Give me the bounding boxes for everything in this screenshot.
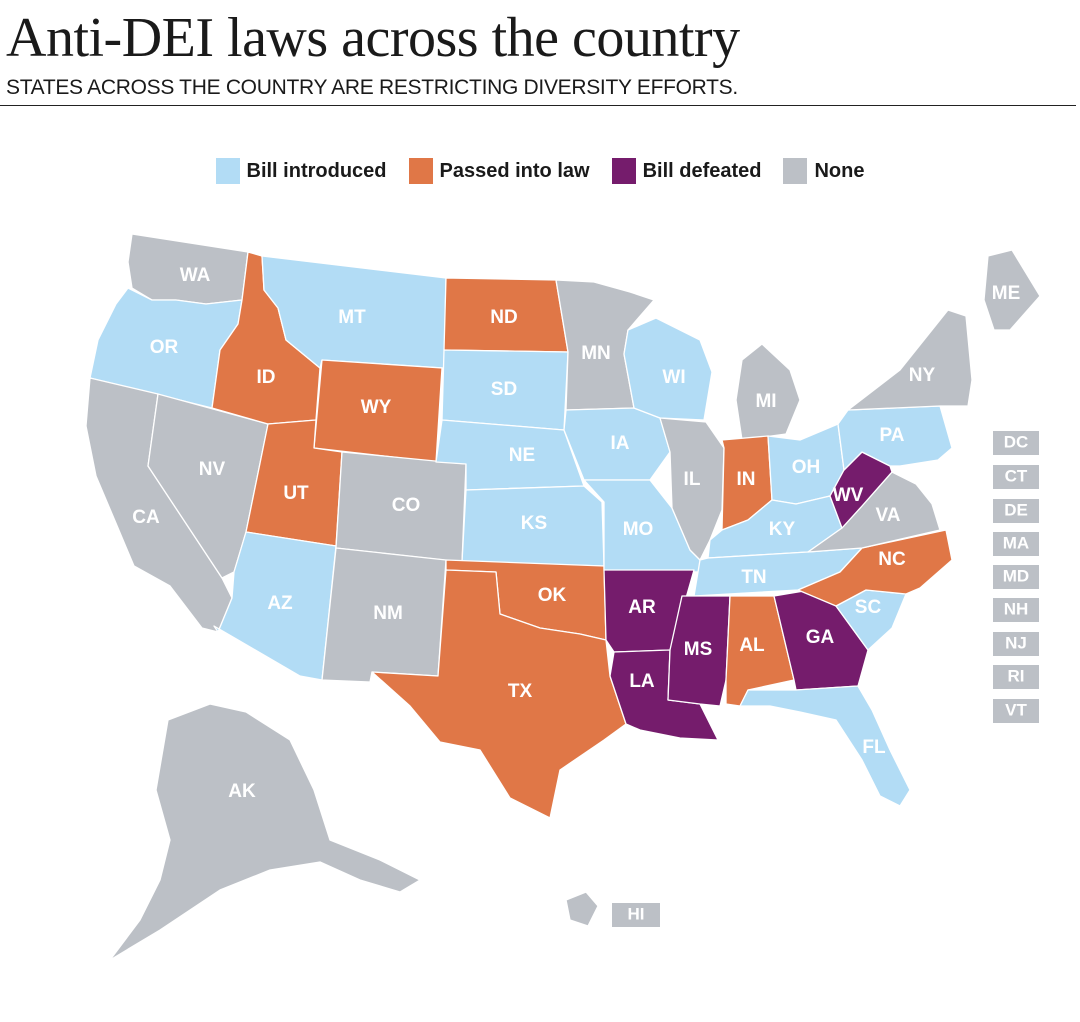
state-label-mi: MI bbox=[755, 391, 776, 412]
small-state-box-de[interactable]: DE bbox=[993, 499, 1039, 523]
state-label-il: IL bbox=[684, 469, 701, 490]
small-state-boxes: DC CT DE MA MD NH NJ RI VT HI bbox=[612, 431, 1039, 927]
state-label-ga: GA bbox=[806, 627, 835, 648]
state-label-nv: NV bbox=[199, 459, 226, 480]
state-label-wa: WA bbox=[180, 265, 211, 286]
legend-label-bill-introduced: Bill introduced bbox=[246, 159, 387, 182]
state-label-sc: SC bbox=[855, 597, 882, 618]
legend-item-bill-introduced: Bill introduced bbox=[215, 158, 387, 184]
header-divider bbox=[0, 105, 1076, 106]
state-label-ar: AR bbox=[628, 597, 656, 618]
legend-item-passed-into-law: Passed into law bbox=[408, 158, 590, 184]
legend-swatch-bill-introduced bbox=[215, 158, 240, 184]
state-label-ms: MS bbox=[684, 639, 713, 660]
state-label-ks: KS bbox=[521, 513, 547, 534]
state-label-mt: MT bbox=[338, 307, 366, 328]
legend: Bill introduced Passed into law Bill def… bbox=[0, 158, 1080, 184]
svg-text:MD: MD bbox=[1003, 566, 1029, 585]
legend-label-bill-defeated: Bill defeated bbox=[642, 159, 762, 182]
small-state-box-ri[interactable]: RI bbox=[993, 665, 1039, 689]
small-state-box-nh[interactable]: NH bbox=[993, 598, 1039, 622]
state-label-ut: UT bbox=[283, 483, 309, 504]
svg-text:CT: CT bbox=[1005, 466, 1028, 485]
state-label-wy: WY bbox=[361, 397, 392, 418]
state-fl[interactable] bbox=[739, 685, 911, 807]
legend-swatch-passed-into-law bbox=[408, 158, 433, 184]
svg-text:NH: NH bbox=[1004, 599, 1029, 618]
state-label-ny: NY bbox=[909, 365, 936, 386]
legend-label-none: None bbox=[814, 159, 865, 182]
legend-item-none: None bbox=[783, 158, 864, 184]
state-mi[interactable] bbox=[735, 343, 801, 441]
state-label-or: OR bbox=[150, 337, 179, 358]
state-label-la: LA bbox=[629, 671, 655, 692]
state-labels-layer: WA OR CA NV ID MT WY UT AZ CO NM ND SD N… bbox=[132, 265, 1020, 802]
state-label-ca: CA bbox=[132, 507, 160, 528]
state-hi[interactable] bbox=[565, 891, 599, 927]
state-ks[interactable] bbox=[461, 485, 605, 567]
state-label-mo: MO bbox=[623, 519, 654, 540]
state-wi[interactable] bbox=[623, 317, 713, 421]
small-state-box-vt[interactable]: VT bbox=[993, 699, 1039, 723]
state-label-mn: MN bbox=[581, 343, 611, 364]
state-label-al: AL bbox=[739, 635, 765, 656]
state-label-nd: ND bbox=[490, 307, 517, 328]
state-label-va: VA bbox=[876, 505, 901, 526]
small-state-box-hi[interactable]: HI bbox=[612, 903, 660, 927]
svg-text:VT: VT bbox=[1005, 700, 1027, 719]
state-label-oh: OH bbox=[792, 457, 821, 478]
small-state-box-ct[interactable]: CT bbox=[993, 465, 1039, 489]
state-label-me: ME bbox=[992, 283, 1021, 304]
state-label-ky: KY bbox=[769, 519, 796, 540]
small-state-box-nj[interactable]: NJ bbox=[993, 632, 1039, 656]
page-title: Anti-DEI laws across the country bbox=[6, 7, 740, 69]
state-label-co: CO bbox=[392, 495, 421, 516]
state-il[interactable] bbox=[659, 417, 725, 561]
svg-text:DC: DC bbox=[1004, 432, 1029, 451]
state-label-in: IN bbox=[737, 469, 756, 490]
state-label-az: AZ bbox=[267, 593, 293, 614]
state-label-tn: TN bbox=[741, 567, 766, 588]
state-label-wv: WV bbox=[833, 485, 864, 506]
state-label-ia: IA bbox=[611, 433, 630, 454]
small-state-box-dc[interactable]: DC bbox=[993, 431, 1039, 455]
svg-text:RI: RI bbox=[1008, 666, 1025, 685]
svg-text:DE: DE bbox=[1004, 500, 1028, 519]
state-nc[interactable] bbox=[797, 529, 953, 607]
state-me[interactable] bbox=[983, 249, 1041, 331]
state-ny[interactable] bbox=[847, 309, 973, 411]
state-label-ok: OK bbox=[538, 585, 567, 606]
legend-swatch-bill-defeated bbox=[611, 158, 636, 184]
legend-swatch-none bbox=[783, 158, 808, 184]
state-tx[interactable] bbox=[371, 569, 627, 819]
state-label-sd: SD bbox=[491, 379, 517, 400]
state-label-ne: NE bbox=[509, 445, 535, 466]
legend-label-passed-into-law: Passed into law bbox=[439, 159, 590, 182]
state-label-fl: FL bbox=[862, 737, 886, 758]
state-label-hi: HI bbox=[628, 904, 645, 923]
svg-text:NJ: NJ bbox=[1005, 633, 1027, 652]
state-label-tx: TX bbox=[508, 681, 533, 702]
page-subtitle: STATES ACROSS THE COUNTRY ARE RESTRICTIN… bbox=[6, 76, 738, 99]
state-label-id: ID bbox=[257, 367, 276, 388]
state-label-nc: NC bbox=[878, 549, 906, 570]
state-label-pa: PA bbox=[880, 425, 905, 446]
state-label-nm: NM bbox=[373, 603, 403, 624]
states-layer bbox=[85, 233, 1041, 961]
state-label-ak: AK bbox=[228, 781, 256, 802]
state-label-wi: WI bbox=[662, 367, 685, 388]
state-ak[interactable] bbox=[109, 703, 421, 961]
svg-text:MA: MA bbox=[1003, 533, 1029, 552]
small-state-box-md[interactable]: MD bbox=[993, 565, 1039, 589]
small-state-box-ma[interactable]: MA bbox=[993, 532, 1039, 556]
legend-item-bill-defeated: Bill defeated bbox=[611, 158, 762, 184]
